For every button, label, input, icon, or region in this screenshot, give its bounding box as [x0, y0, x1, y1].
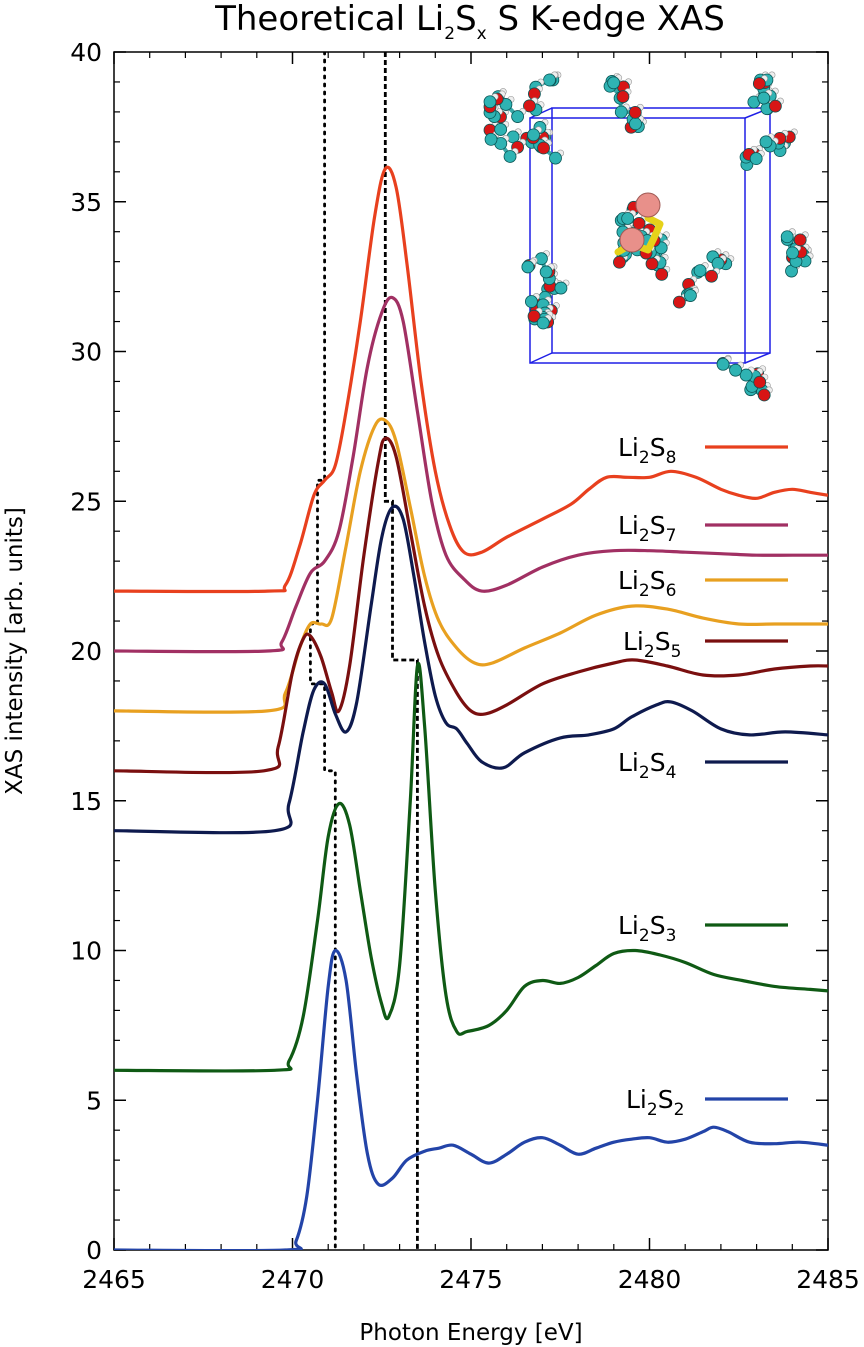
carbon-atom [549, 151, 562, 165]
legend-label: Li2S8 [618, 433, 676, 468]
x-axis-title: Photon Energy [eV] [359, 1320, 582, 1346]
series-line-li2s2 [114, 948, 828, 1250]
carbon-atom [729, 363, 742, 377]
y-tick-label: 40 [70, 38, 102, 67]
carbon-atom [536, 316, 550, 330]
y-tick-label: 35 [70, 188, 102, 217]
carbon-atom [535, 252, 548, 266]
x-tick-label: 2480 [618, 1265, 682, 1294]
legend-entry-li2s5: Li2S5 [623, 627, 788, 662]
oxygen-atom [655, 268, 669, 281]
carbon-atom [527, 128, 540, 142]
y-tick-label: 0 [86, 1236, 102, 1265]
legend-label: Li2S2 [626, 1085, 684, 1120]
oxygen-atom [752, 77, 766, 90]
lithium-atom [635, 192, 661, 218]
carbon-atom [483, 95, 497, 109]
y-tick-label: 5 [86, 1086, 102, 1115]
legend-label: Li2S7 [618, 511, 676, 546]
guide-line-dotted [309, 52, 337, 1250]
carbon-atom [614, 105, 628, 119]
y-tick-label: 30 [70, 338, 102, 367]
oxygen-atom [753, 375, 767, 389]
carbon-atom [759, 135, 773, 149]
y-tick-label: 10 [70, 937, 102, 966]
carbon-atom [716, 357, 730, 371]
carbon-atom [693, 264, 707, 278]
carbon-atom [786, 246, 799, 260]
legend-entry-li2s7: Li2S7 [618, 511, 788, 546]
oxygen-atom [645, 257, 659, 271]
series-line-li2s4 [114, 504, 828, 835]
oxygen-atom [628, 105, 642, 119]
carbon-atom [543, 73, 556, 87]
carbon-atom [780, 230, 794, 244]
oxygen-atom [527, 309, 541, 323]
series-line-li2s6 [114, 417, 828, 714]
legend-label: Li2S3 [618, 911, 676, 946]
oxygen-atom [616, 90, 630, 104]
lithium-atom [619, 227, 645, 253]
series-line-li2s5 [114, 436, 828, 775]
carbon-atom [554, 281, 568, 295]
carbon-atom [494, 123, 508, 136]
molecular-structure-inset [483, 71, 814, 402]
oxygen-atom [768, 99, 782, 113]
oxygen-atom [672, 295, 686, 309]
oxygen-atom [793, 233, 807, 247]
legend-label: Li2S5 [623, 627, 681, 662]
y-axis-title: XAS intensity [arb. units] [2, 507, 28, 795]
x-tick-label: 2475 [439, 1265, 503, 1294]
guide-line-dashed [383, 52, 419, 1250]
carbon-atom [749, 152, 763, 166]
chart-title: Theoretical Li2Sx S K-edge XAS [214, 0, 725, 44]
y-tick-label: 15 [70, 787, 102, 816]
carbon-atom [739, 368, 753, 382]
oxygen-atom [632, 217, 646, 230]
simulation-box-back [551, 107, 771, 354]
simulation-box-edge [529, 352, 553, 364]
series-line-li2s3 [114, 662, 828, 1073]
simulation-box-edge [744, 352, 771, 364]
series-line-li2s7 [114, 295, 828, 654]
carbon-atom [521, 260, 535, 274]
carbon-atom [511, 110, 524, 123]
oxygen-atom [613, 255, 626, 269]
oxygen-atom [537, 141, 550, 155]
legend-entry-li2s8: Li2S8 [618, 433, 788, 468]
carbon-atom [684, 289, 697, 302]
x-tick-label: 2470 [261, 1265, 325, 1294]
carbon-atom [524, 295, 538, 308]
legend-label: Li2S4 [618, 748, 676, 783]
legend-entry-li2s2: Li2S2 [626, 1085, 788, 1120]
oxygen-atom [757, 388, 771, 402]
y-tick-label: 20 [70, 637, 102, 666]
legend-entry-li2s4: Li2S4 [618, 748, 788, 783]
carbon-atom [607, 76, 621, 90]
carbon-atom [711, 257, 725, 270]
legend-entry-li2s3: Li2S3 [618, 911, 788, 946]
carbon-atom [621, 212, 635, 225]
carbon-atom [629, 117, 642, 131]
legend-entry-li2s6: Li2S6 [618, 566, 788, 601]
x-tick-label: 2485 [796, 1265, 860, 1294]
carbon-atom [539, 265, 553, 279]
x-tick-label: 2465 [82, 1265, 146, 1294]
oxygen-atom [523, 99, 536, 113]
y-tick-label: 25 [70, 487, 102, 516]
carbon-atom [484, 132, 498, 146]
carbon-atom [757, 91, 771, 105]
oxygen-atom [705, 269, 718, 283]
carbon-atom [503, 150, 517, 163]
series-line-li2s8 [114, 165, 828, 594]
legend-label: Li2S6 [618, 566, 676, 601]
